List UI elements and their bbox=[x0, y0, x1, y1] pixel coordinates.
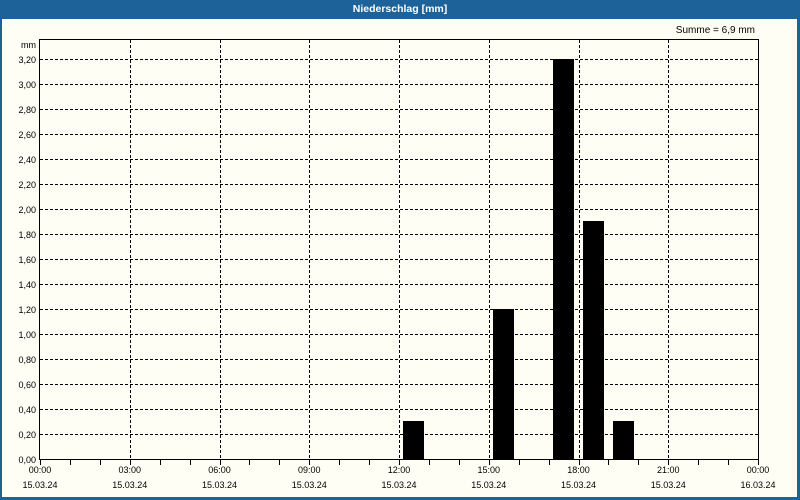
x-tick-time-label: 12:00 bbox=[387, 465, 411, 475]
x-tick-date-label: 15.03.24 bbox=[112, 480, 148, 490]
x-axis-tick bbox=[458, 460, 460, 465]
y-tick-label: 2,40 bbox=[18, 155, 36, 165]
x-axis-tick bbox=[728, 460, 730, 465]
x-axis-tick bbox=[369, 460, 371, 465]
gridline-vertical bbox=[130, 40, 131, 459]
y-tick-label: 1,20 bbox=[18, 305, 36, 315]
y-tick-label: 1,00 bbox=[18, 330, 36, 340]
x-axis-tick bbox=[698, 460, 700, 465]
x-tick-time-label: 15:00 bbox=[477, 465, 501, 475]
x-axis-tick bbox=[99, 460, 101, 465]
x-axis-tick bbox=[279, 460, 281, 465]
x-axis-tick bbox=[518, 460, 520, 465]
x-tick-time-label: 00:00 bbox=[746, 465, 770, 475]
window-border-right bbox=[797, 19, 800, 500]
x-tick-time-label: 09:00 bbox=[297, 465, 321, 475]
x-tick-time-label: 03:00 bbox=[118, 465, 142, 475]
y-tick-label: 0,80 bbox=[18, 355, 36, 365]
y-tick-label: 1,60 bbox=[18, 255, 36, 265]
gridline-vertical bbox=[579, 40, 580, 459]
y-tick-label: 0,60 bbox=[18, 380, 36, 390]
window-title: Niederschlag [mm] bbox=[352, 3, 448, 15]
x-tick-time-label: 00:00 bbox=[28, 465, 52, 475]
x-tick-date-label: 15.03.24 bbox=[291, 480, 327, 490]
x-axis-tick bbox=[668, 460, 670, 465]
gridline-vertical bbox=[399, 40, 400, 459]
sum-label: Summe = 6,9 mm bbox=[675, 25, 755, 36]
x-tick-date-label: 15.03.24 bbox=[22, 480, 58, 490]
x-axis-tick bbox=[578, 460, 580, 465]
x-tick-time-label: 21:00 bbox=[656, 465, 680, 475]
x-axis-tick bbox=[339, 460, 341, 465]
x-axis-tick bbox=[608, 460, 610, 465]
x-tick-date-label: 15.03.24 bbox=[650, 480, 686, 490]
x-tick-date-label: 16.03.24 bbox=[740, 480, 776, 490]
x-axis-tick bbox=[548, 460, 550, 465]
x-axis-tick bbox=[219, 460, 221, 465]
x-axis-tick bbox=[129, 460, 131, 465]
y-tick-label: 2,20 bbox=[18, 180, 36, 190]
x-tick-date-label: 15.03.24 bbox=[560, 480, 597, 490]
y-tick-label: 0,40 bbox=[18, 405, 36, 415]
x-tick-date-label: 15.03.24 bbox=[201, 480, 238, 490]
y-tick-label: 1,40 bbox=[18, 280, 36, 290]
x-tick-time-label: 06:00 bbox=[208, 465, 231, 475]
y-tick-label: 0,00 bbox=[18, 455, 36, 465]
x-tick-date-label: 15.03.24 bbox=[381, 480, 417, 490]
x-axis-tick bbox=[638, 460, 640, 465]
plot-area bbox=[39, 39, 759, 460]
precipitation-bar bbox=[582, 221, 604, 459]
y-tick-label: 2,80 bbox=[18, 105, 36, 115]
precipitation-bar bbox=[403, 421, 425, 459]
y-tick-label: 3,20 bbox=[18, 55, 36, 65]
x-axis-tick bbox=[758, 460, 759, 465]
x-axis-tick bbox=[309, 460, 311, 465]
precipitation-bar bbox=[553, 59, 575, 459]
precipitation-bar bbox=[612, 421, 634, 459]
x-axis-tick bbox=[189, 460, 191, 465]
x-axis-tick bbox=[399, 460, 400, 465]
x-axis-tick bbox=[159, 460, 161, 465]
x-axis-tick bbox=[249, 460, 251, 465]
window-border-bottom bbox=[0, 497, 800, 500]
gridline-vertical bbox=[668, 40, 669, 459]
gridline-vertical bbox=[309, 40, 310, 459]
x-tick-time-label: 18:00 bbox=[567, 465, 590, 475]
y-tick-label: 1,80 bbox=[18, 230, 36, 240]
precipitation-bar bbox=[493, 309, 515, 459]
x-axis-tick bbox=[40, 460, 41, 465]
window-border-left bbox=[0, 19, 2, 500]
gridline-vertical bbox=[489, 40, 490, 459]
x-axis-tick bbox=[428, 460, 430, 465]
y-tick-label: 2,00 bbox=[18, 205, 36, 215]
x-axis-tick bbox=[488, 460, 490, 465]
y-tick-label: 2,60 bbox=[18, 130, 36, 140]
window-titlebar: Niederschlag [mm] bbox=[0, 0, 800, 19]
y-tick-label: 3,00 bbox=[18, 80, 36, 90]
y-tick-label: 0,20 bbox=[18, 430, 36, 440]
y-axis-unit: mm bbox=[21, 40, 36, 50]
x-tick-date-label: 15.03.24 bbox=[471, 480, 507, 490]
x-axis-tick bbox=[69, 460, 71, 465]
gridline-vertical bbox=[220, 40, 221, 459]
